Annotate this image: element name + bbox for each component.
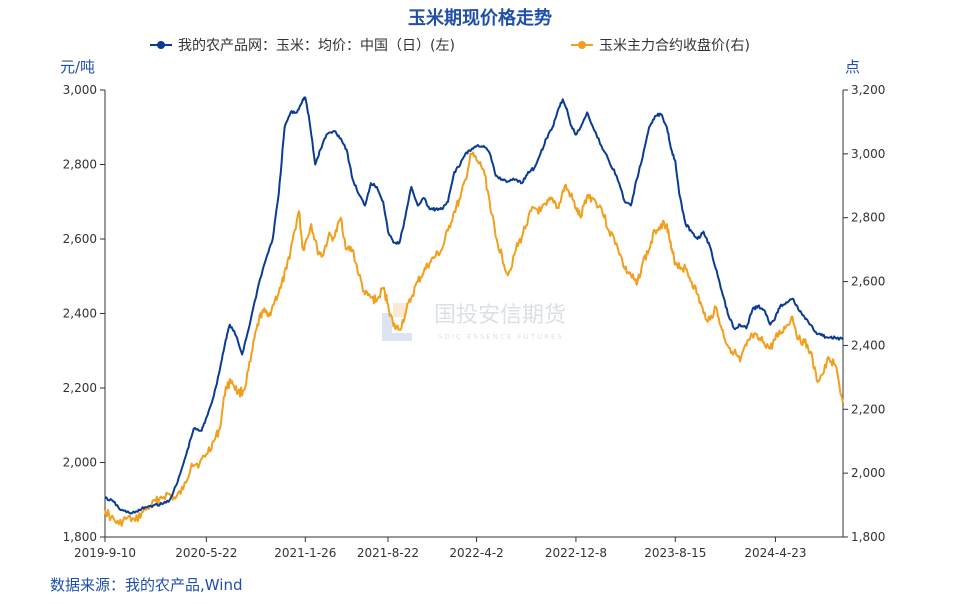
y-right-tick-label: 1,800 — [851, 530, 885, 544]
left-axis-unit: 元/吨 — [60, 58, 95, 76]
x-tick-label: 2024-4-23 — [744, 546, 806, 560]
x-tick-label: 2019-9-10 — [74, 546, 136, 560]
axes: 1,800 2,000 2,200 2,400 2,600 2,800 3,000 1,800… — [63, 83, 886, 560]
chart-title: 玉米期现价格走势 — [408, 7, 552, 29]
watermark-text: 国投安信期货 — [434, 303, 566, 328]
source-note: 数据来源：我的农产品,Wind — [50, 576, 242, 594]
y-left-tick-label: 2,800 — [63, 158, 97, 172]
y-right-tick-label: 2,000 — [851, 466, 885, 480]
watermark-logo-icon — [382, 313, 412, 341]
x-tick-label: 2023-8-15 — [644, 546, 706, 560]
legend-label-futures: 玉米主力合约收盘价(右) — [599, 37, 750, 54]
legend-marker-futures — [578, 41, 586, 49]
y-right-tick-label: 2,400 — [851, 338, 885, 352]
watermark: 国投安信期货 SDIC ESSENCE FUTURES — [382, 303, 566, 341]
watermark-logo-accent-icon — [393, 303, 407, 317]
series-line-spot-price — [104, 96, 844, 515]
y-right-tick-label: 3,000 — [851, 147, 885, 161]
series-layer — [104, 96, 844, 527]
x-tick-label: 2021-1-26 — [274, 546, 336, 560]
x-tick-label: 2021-8-22 — [357, 546, 419, 560]
y-left-tick-label: 3,000 — [63, 83, 97, 97]
y-right-tick-label: 2,800 — [851, 211, 885, 225]
right-axis-unit: 点 — [845, 58, 860, 76]
y-left-tick-label: 2,000 — [63, 456, 97, 470]
x-tick-label: 2022-12-8 — [545, 546, 607, 560]
x-tick-label: 2022-4-2 — [449, 546, 503, 560]
legend-marker-spot — [157, 41, 165, 49]
y-left-tick-label: 2,200 — [63, 381, 97, 395]
y-right-tick-label: 2,200 — [851, 402, 885, 416]
y-right-tick-label: 3,200 — [851, 83, 885, 97]
y-left-tick-label: 1,800 — [63, 530, 97, 544]
y-left-tick-label: 2,400 — [63, 307, 97, 321]
legend: 我的农产品网：玉米：均价：中国（日）(左) 玉米主力合约收盘价(右) — [150, 37, 750, 54]
y-right-tick-label: 2,600 — [851, 275, 885, 289]
legend-label-spot: 我的农产品网：玉米：均价：中国（日）(左) — [178, 38, 455, 54]
series-line-futures-close — [104, 151, 844, 527]
y-left-tick-label: 2,600 — [63, 232, 97, 246]
x-tick-label: 2020-5-22 — [175, 546, 237, 560]
watermark-subtext: SDIC ESSENCE FUTURES — [438, 333, 564, 341]
